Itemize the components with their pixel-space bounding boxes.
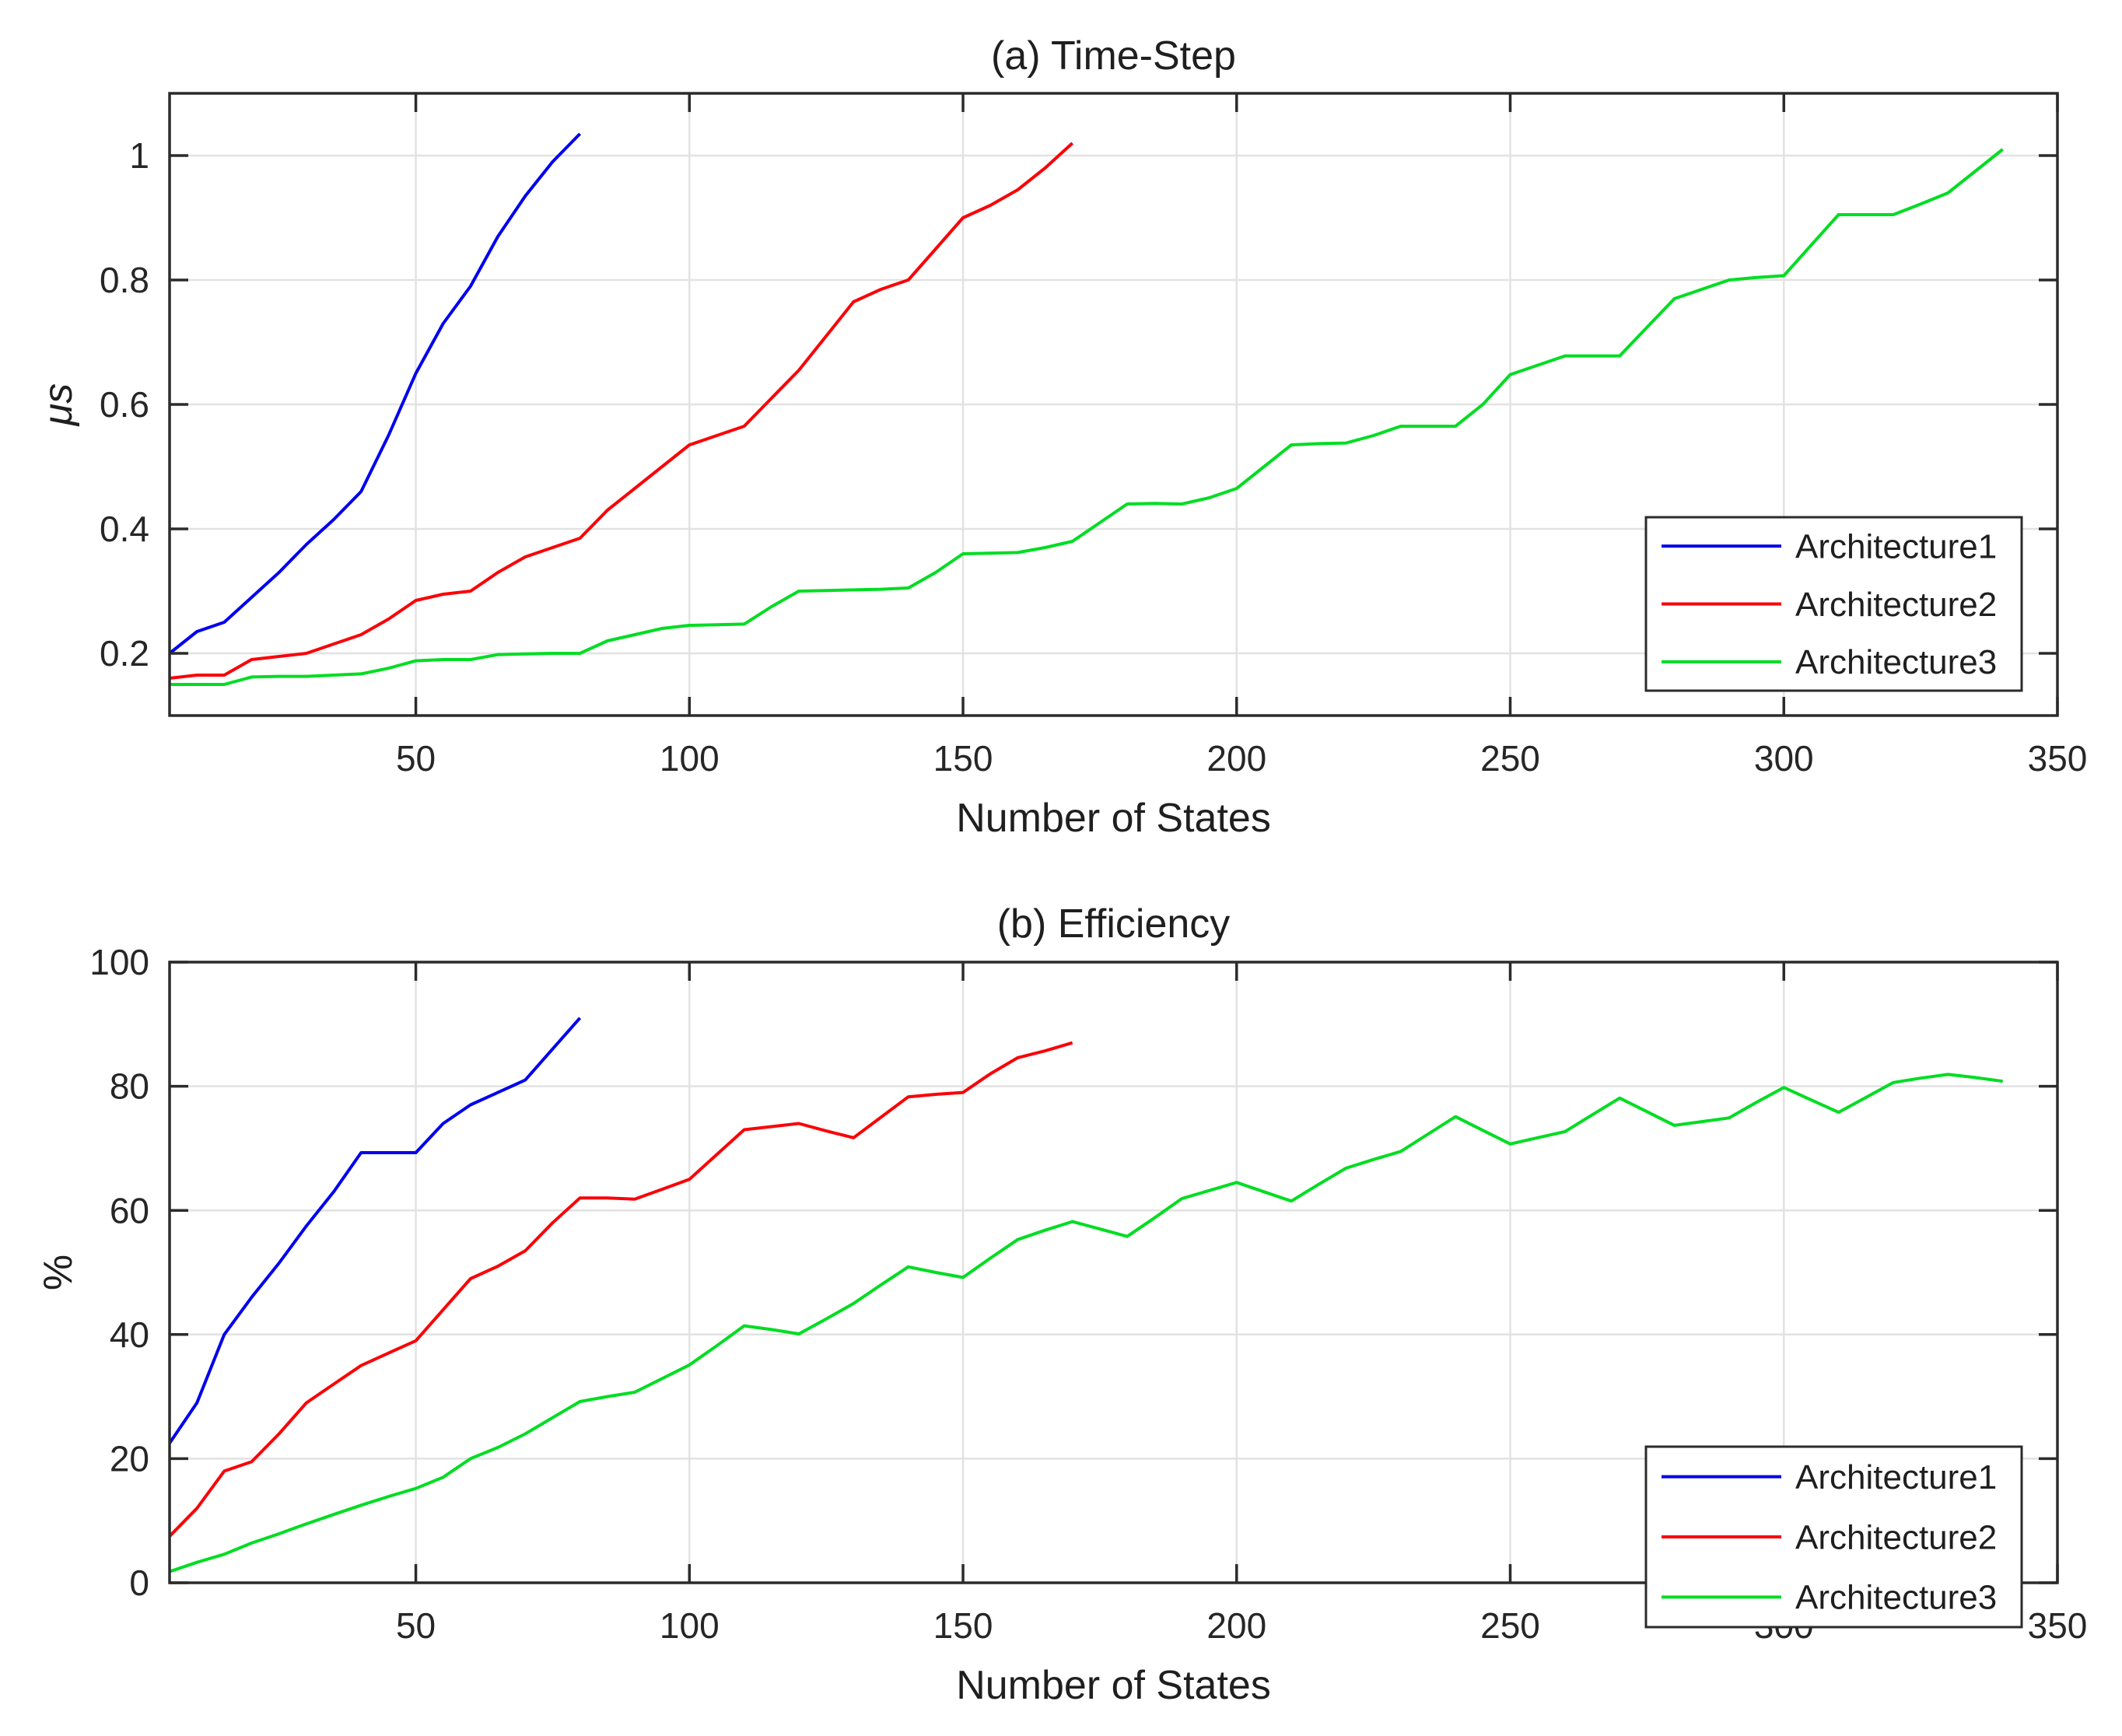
chart-b-title: (b) Efficiency [996,901,1231,947]
legend-label: Architecture1 [1795,528,1997,566]
y-tick-label: 0.8 [100,260,149,300]
chart-b-xlabel: Number of States [956,1663,1271,1708]
chart-b-ylabel: % [36,1254,81,1291]
x-tick-label: 200 [1206,738,1266,779]
chart-a-ylabel: μs [36,383,81,426]
tick-marks [170,93,2059,716]
series-line-architecture1 [168,1017,582,1444]
x-tick-label: 50 [396,1605,436,1646]
x-tick-label: 150 [933,1605,993,1646]
legend: Architecture1 Architecture2 Architecture3 [1644,516,2023,692]
y-tick-label: 40 [110,1314,149,1355]
y-tick-label: 1 [129,135,149,176]
legend: Architecture1 Architecture2 Architecture3 [1644,1445,2023,1629]
y-tick-label: 0.2 [100,633,149,674]
y-tick-label: 0 [129,1563,149,1603]
x-tick-label: 250 [1480,738,1540,779]
series-line-architecture3 [169,1073,2003,1573]
chart-a-title: (a) Time-Step [991,33,1236,79]
legend-label: Architecture2 [1795,586,1997,624]
legend-label: Architecture3 [1795,643,1997,681]
x-tick-label: 50 [396,738,436,779]
legend-label: Architecture2 [1795,1518,1997,1556]
y-tick-label: 60 [110,1190,149,1230]
series-line-architecture3 [170,148,2004,686]
x-tick-label: 350 [2028,1605,2088,1646]
y-tick-label: 0.4 [100,509,149,549]
tick-labels: 50 100 150 200 250 300 350 0.2 0.4 0.6 0.8 1 [100,135,2087,779]
x-tick-label: 200 [1206,1605,1266,1646]
legend-label: Architecture3 [1795,1579,1997,1617]
x-tick-label: 100 [660,1605,720,1646]
x-tick-label: 350 [2028,738,2088,779]
axes-box [168,961,2059,1584]
x-tick-label: 150 [933,738,993,779]
series-line-architecture2 [168,1041,1073,1538]
y-tick-label: 0.6 [100,384,149,425]
chart-a: 50 100 150 200 250 300 350 0.2 0.4 0.6 0.8 1 Archite… [100,92,2087,779]
series-line-architecture2 [169,142,1074,680]
series-line-architecture1 [168,132,582,655]
y-tick-label: 100 [89,942,149,982]
y-tick-label: 80 [110,1066,149,1107]
tick-marks [170,961,2059,1584]
chart-a-xlabel: Number of States [956,796,1271,841]
x-tick-label: 100 [660,738,720,779]
legend-label: Architecture1 [1795,1458,1997,1496]
x-tick-label: 300 [1754,738,1814,779]
y-tick-label: 20 [110,1439,149,1479]
chart-b: 50100150200250300350020406080100Architec… [89,942,2087,1646]
x-tick-label: 250 [1480,1605,1540,1646]
